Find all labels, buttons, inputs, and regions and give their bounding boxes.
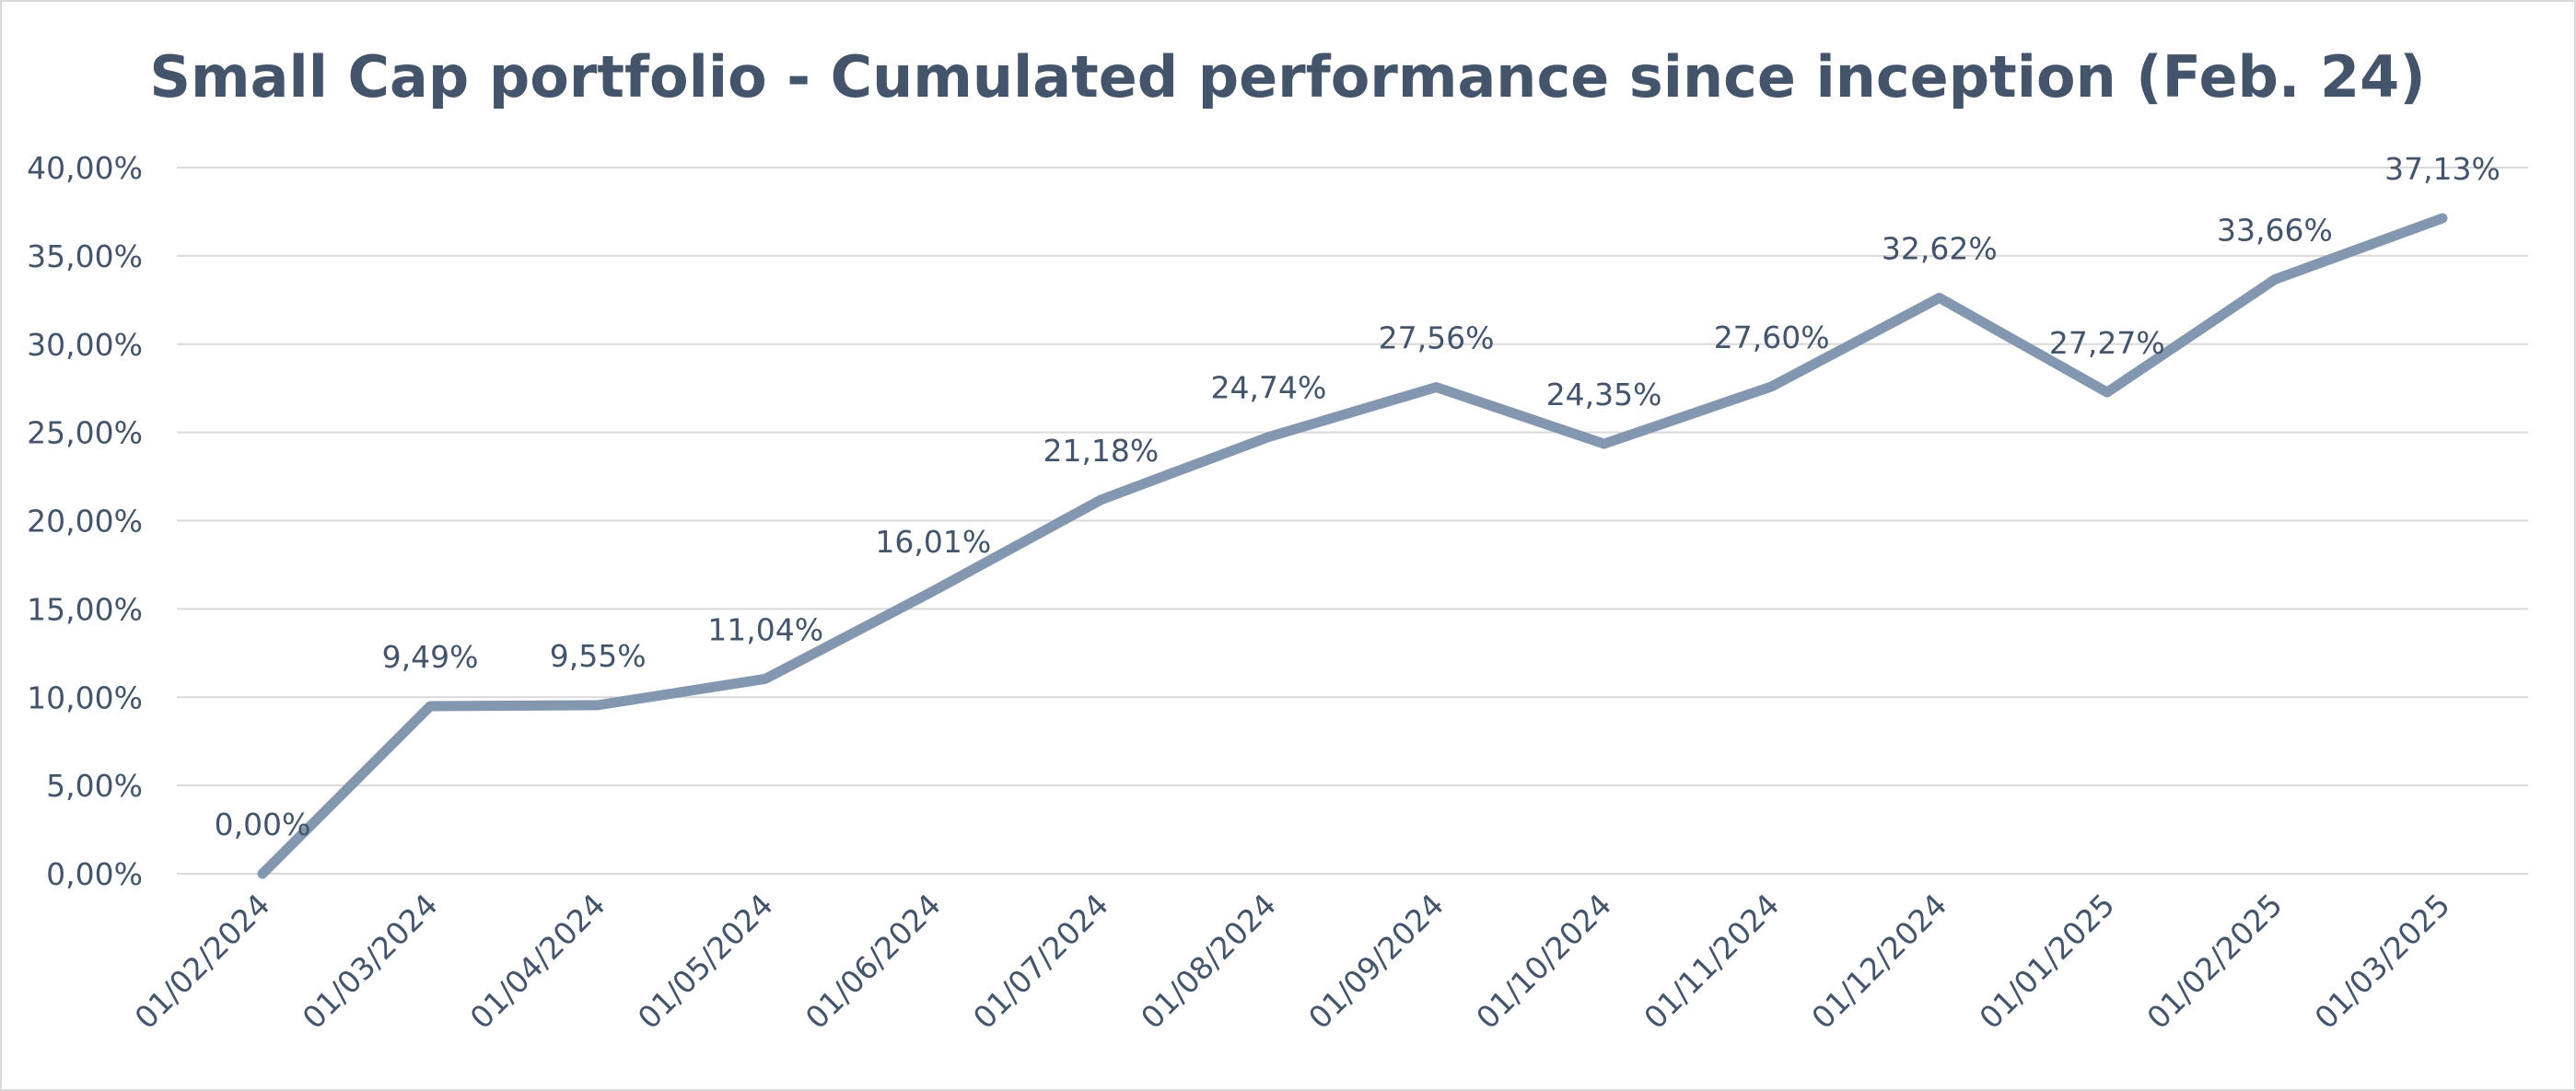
- y-tick-label: 40,00%: [27, 150, 143, 186]
- y-tick-label: 15,00%: [27, 591, 143, 627]
- y-tick-label: 0,00%: [46, 856, 143, 892]
- data-label: 9,49%: [382, 639, 479, 675]
- x-tick-label: 01/03/2025: [2308, 887, 2457, 1036]
- data-label: 24,35%: [1546, 377, 1662, 412]
- data-point: [429, 705, 432, 708]
- data-point: [2442, 217, 2443, 220]
- chart-title: Small Cap portfolio - Cumulated performa…: [149, 43, 2425, 110]
- data-label: 0,00%: [215, 807, 311, 842]
- x-tick-label: 01/05/2024: [631, 887, 780, 1036]
- data-point: [1770, 385, 1773, 388]
- x-tick-label: 01/12/2024: [1804, 887, 1953, 1036]
- y-tick-label: 10,00%: [27, 679, 143, 715]
- x-tick-label: 01/03/2024: [296, 887, 445, 1036]
- data-point: [932, 590, 935, 593]
- x-tick-label: 01/09/2024: [1301, 887, 1451, 1036]
- data-label: 37,13%: [2384, 151, 2500, 187]
- series-line: [257, 213, 2448, 879]
- data-point: [1267, 435, 1270, 438]
- data-label: 9,55%: [550, 638, 647, 674]
- gridlines: [177, 167, 2528, 875]
- x-tick-label: 01/11/2024: [1637, 887, 1786, 1036]
- data-point: [1938, 296, 1941, 299]
- data-point: [1435, 386, 1438, 389]
- data-point: [1603, 443, 1605, 446]
- y-tick-label: 30,00%: [27, 327, 143, 363]
- x-tick-label: 01/02/2025: [2140, 887, 2290, 1036]
- data-point: [262, 873, 263, 875]
- data-label: 24,74%: [1211, 370, 1327, 406]
- data-label: 11,04%: [707, 611, 823, 647]
- data-point: [2105, 391, 2108, 394]
- data-label: 27,56%: [1379, 320, 1495, 356]
- x-tick-label: 01/10/2024: [1469, 887, 1618, 1036]
- data-labels: 0,00% 9,49% 9,55% 11,04% 16,01% 21,18% 24,74% 2…: [215, 151, 2500, 842]
- x-tick-label: 01/01/2025: [1972, 887, 2121, 1036]
- x-tick-label: 01/06/2024: [798, 887, 948, 1036]
- data-label: 27,27%: [2049, 325, 2165, 361]
- y-tick-label: 5,00%: [46, 768, 143, 804]
- data-label: 32,62%: [1882, 231, 1998, 267]
- data-label: 33,66%: [2217, 213, 2333, 249]
- y-tick-label: 20,00%: [27, 504, 143, 540]
- x-tick-label: 01/04/2024: [463, 887, 612, 1036]
- y-tick-label: 35,00%: [27, 238, 143, 274]
- data-label: 21,18%: [1043, 433, 1159, 469]
- data-point: [1100, 498, 1102, 501]
- x-tick-label: 01/02/2024: [128, 887, 277, 1036]
- series-layer: [257, 213, 2448, 879]
- data-point: [764, 678, 767, 680]
- data-point: [597, 703, 600, 706]
- x-axis-ticks: 01/02/2024 01/03/2024 01/04/2024 01/05/2024…: [128, 887, 2457, 1036]
- y-tick-label: 25,00%: [27, 415, 143, 451]
- x-tick-label: 01/08/2024: [1134, 887, 1283, 1036]
- x-tick-label: 01/07/2024: [966, 887, 1115, 1036]
- data-label: 16,01%: [875, 524, 991, 560]
- data-point: [2273, 278, 2276, 281]
- data-label: 27,60%: [1714, 319, 1830, 355]
- y-axis-ticks: 0,00% 5,00% 10,00% 15,00% 20,00% 25,00% 30,00%…: [27, 150, 143, 892]
